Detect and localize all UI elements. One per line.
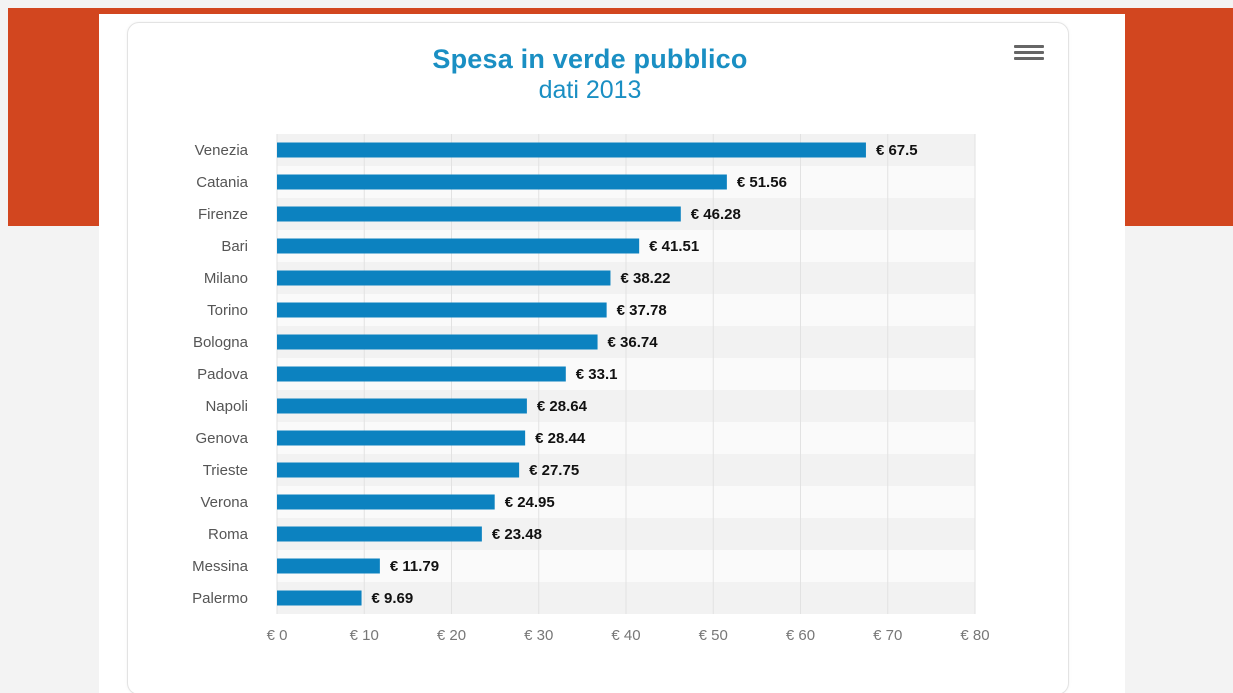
- bar-trieste: [277, 462, 520, 478]
- data-label: € 67.5: [876, 142, 918, 159]
- bar-roma: [277, 526, 482, 542]
- data-label: € 41.51: [649, 238, 699, 255]
- chart-subtitle: dati 2013: [538, 76, 642, 104]
- category-label: Messina: [192, 558, 249, 575]
- menu-line: [1014, 57, 1044, 60]
- data-label: € 28.44: [535, 430, 586, 447]
- bar-genova: [277, 430, 526, 446]
- category-label: Genova: [195, 430, 248, 447]
- category-label: Milano: [204, 270, 248, 287]
- menu-line: [1014, 51, 1044, 54]
- data-label: € 51.56: [737, 174, 787, 191]
- bar-venezia: [277, 142, 866, 158]
- bar-messina: [277, 558, 380, 574]
- category-label: Bologna: [193, 334, 249, 351]
- x-tick-label: € 0: [267, 627, 288, 644]
- x-tick-label: € 80: [960, 627, 989, 644]
- bar-padova: [277, 366, 566, 382]
- data-label: € 37.78: [617, 302, 667, 319]
- category-label: Trieste: [203, 462, 248, 479]
- category-label: Firenze: [198, 206, 248, 223]
- bar-bari: [277, 238, 640, 254]
- x-tick-label: € 50: [699, 627, 728, 644]
- bar-bologna: [277, 334, 598, 350]
- data-label: € 24.95: [505, 494, 555, 511]
- category-label: Verona: [200, 494, 248, 511]
- category-label: Venezia: [195, 142, 249, 159]
- chart-title: Spesa in verde pubblico: [432, 44, 748, 74]
- data-label: € 36.74: [608, 334, 659, 351]
- category-label: Padova: [197, 366, 249, 383]
- category-label: Palermo: [192, 590, 248, 607]
- category-label: Napoli: [205, 398, 248, 415]
- data-label: € 11.79: [390, 558, 439, 575]
- x-tick-label: € 60: [786, 627, 815, 644]
- bar-firenze: [277, 206, 681, 222]
- x-tick-label: € 30: [524, 627, 553, 644]
- hamburger-menu-icon[interactable]: [1012, 42, 1046, 66]
- category-label: Torino: [207, 302, 248, 319]
- bar-torino: [277, 302, 607, 318]
- data-label: € 9.69: [372, 590, 414, 607]
- x-tick-label: € 10: [350, 627, 379, 644]
- data-label: € 33.1: [576, 366, 618, 383]
- data-label: € 38.22: [620, 270, 670, 287]
- x-tick-label: € 40: [611, 627, 640, 644]
- bar-palermo: [277, 590, 362, 606]
- bar-verona: [277, 494, 495, 510]
- x-tick-label: € 20: [437, 627, 466, 644]
- bar-napoli: [277, 398, 527, 414]
- bar-milano: [277, 270, 611, 286]
- data-label: € 23.48: [492, 526, 542, 543]
- category-label: Bari: [221, 238, 248, 255]
- category-label: Catania: [196, 174, 248, 191]
- category-label: Roma: [208, 526, 249, 543]
- data-label: € 27.75: [529, 462, 579, 479]
- data-label: € 28.64: [537, 398, 588, 415]
- bar-catania: [277, 174, 727, 190]
- data-label: € 46.28: [691, 206, 741, 223]
- x-tick-label: € 70: [873, 627, 902, 644]
- menu-line: [1014, 45, 1044, 48]
